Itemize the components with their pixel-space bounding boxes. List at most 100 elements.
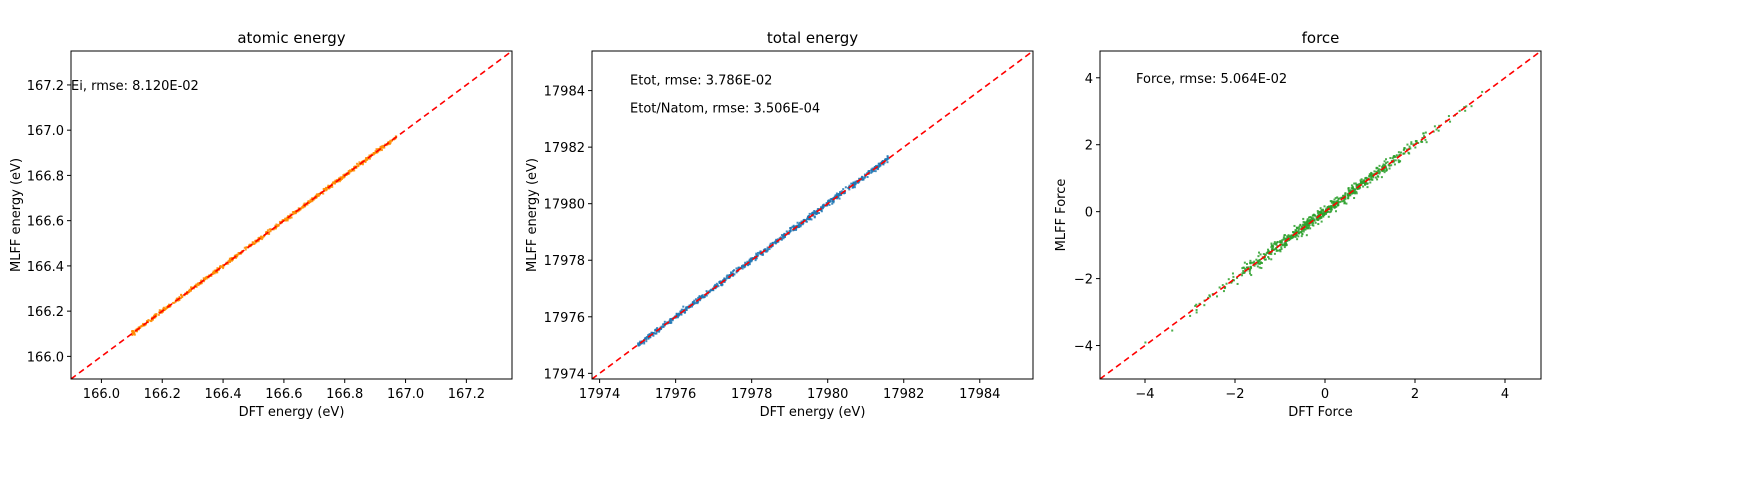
data-point [275, 223, 278, 226]
data-point [1355, 184, 1358, 187]
data-point [228, 259, 231, 262]
data-point [1390, 164, 1393, 167]
data-point [771, 244, 774, 247]
data-point [162, 306, 165, 309]
data-point [701, 294, 704, 297]
data-point [1334, 210, 1337, 213]
data-point [1392, 159, 1395, 162]
data-point [670, 320, 673, 323]
data-point [1318, 213, 1321, 216]
data-point [140, 325, 143, 328]
data-point [1344, 192, 1347, 195]
data-point [741, 267, 744, 270]
data-point [1249, 265, 1252, 268]
data-point [680, 308, 683, 311]
data-point [1285, 244, 1288, 247]
data-point [1329, 200, 1332, 203]
data-point [1189, 314, 1192, 317]
data-point [394, 135, 397, 138]
data-point [1274, 247, 1277, 250]
data-point [885, 159, 888, 162]
data-point [876, 167, 879, 170]
data-point [1231, 272, 1234, 275]
data-point [266, 229, 269, 232]
data-point [358, 161, 361, 164]
data-point [1347, 196, 1350, 199]
data-point [746, 263, 749, 266]
data-point [133, 333, 136, 336]
data-point [1424, 131, 1427, 134]
data-point [748, 262, 751, 265]
data-point [1449, 120, 1452, 123]
data-point [272, 228, 275, 231]
data-point [368, 154, 371, 157]
data-point [866, 172, 869, 175]
data-point [878, 165, 881, 168]
data-point [886, 156, 889, 159]
data-point [1377, 168, 1380, 171]
data-point [1362, 180, 1365, 183]
data-point [274, 227, 277, 230]
y-axis-label: MLFF Force [1054, 179, 1069, 252]
data-point [180, 293, 183, 296]
data-point [358, 162, 361, 165]
data-point [1276, 241, 1279, 244]
data-point [660, 328, 663, 331]
data-point [334, 181, 337, 184]
data-point [219, 265, 222, 268]
annotation: Etot, rmse: 3.786E-02 [630, 73, 772, 88]
data-point [374, 151, 377, 154]
data-point [816, 211, 819, 214]
data-point [205, 277, 208, 280]
data-point [735, 267, 738, 270]
y-tick-label: 4 [1085, 72, 1093, 87]
data-point [1465, 105, 1468, 108]
data-point [1305, 234, 1308, 237]
data-point [315, 193, 318, 196]
data-point [325, 189, 328, 192]
data-point [655, 328, 658, 331]
data-point [705, 290, 708, 293]
data-point [288, 217, 291, 220]
data-point [882, 160, 885, 163]
x-tick-label: 17980 [807, 387, 848, 402]
data-point [1323, 205, 1326, 208]
data-point [643, 337, 646, 340]
data-point [829, 199, 832, 202]
data-point [213, 271, 216, 274]
data-point [380, 149, 383, 152]
data-point [1256, 260, 1259, 263]
data-point [353, 169, 356, 172]
data-point [844, 186, 847, 189]
data-point [1320, 208, 1323, 211]
data-point [1297, 230, 1300, 233]
data-point [1296, 227, 1299, 230]
data-point [1283, 234, 1286, 237]
data-point [1381, 170, 1384, 173]
data-point [769, 242, 772, 245]
data-point [299, 208, 302, 211]
data-point [284, 217, 287, 220]
data-point [243, 246, 246, 249]
data-point [645, 338, 648, 341]
data-point [261, 236, 264, 239]
data-point [1259, 261, 1262, 264]
data-point [205, 276, 208, 279]
data-point [364, 160, 367, 163]
data-point [237, 253, 240, 256]
data-point [1399, 160, 1402, 163]
data-point [366, 157, 369, 160]
data-point [1385, 162, 1388, 165]
data-point [289, 213, 292, 216]
data-point [236, 255, 239, 258]
reference-line [1100, 51, 1541, 379]
y-tick-label: 166.0 [27, 350, 64, 365]
data-point [165, 306, 168, 309]
data-point [1329, 205, 1332, 208]
data-point [768, 248, 771, 251]
data-point [1250, 267, 1253, 270]
data-point [1304, 224, 1307, 227]
data-point [652, 332, 655, 335]
y-tick-label: −2 [1074, 273, 1093, 288]
data-point [175, 297, 178, 300]
